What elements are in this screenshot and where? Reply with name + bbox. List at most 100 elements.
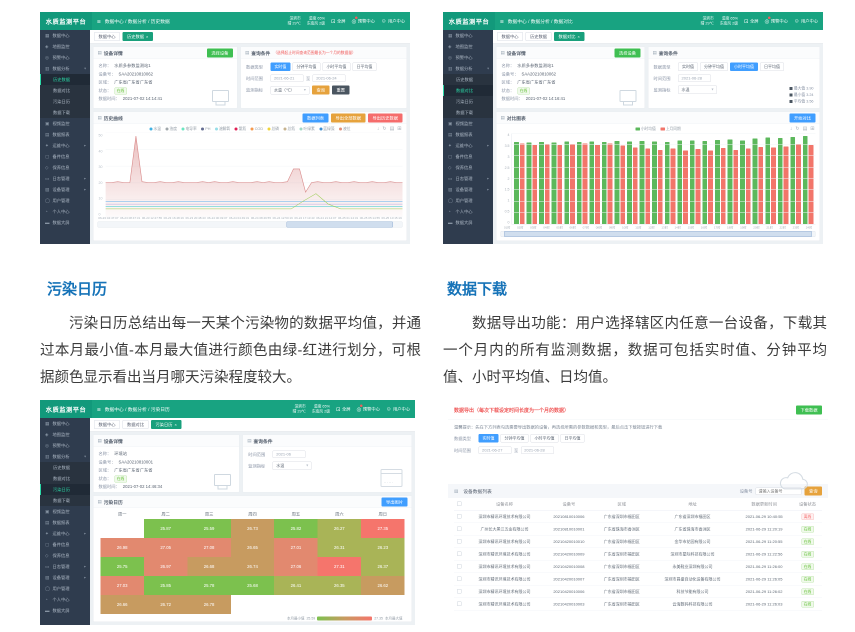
row-checkbox[interactable] <box>457 551 462 556</box>
legend-item-浊度[interactable]: 浊度 <box>165 126 177 132</box>
download-icon[interactable]: ↓ <box>789 126 793 132</box>
data-type-option-小时平均值[interactable]: 小时平均值 <box>322 62 351 71</box>
legend-item-叶绿素[interactable]: 叶绿素 <box>299 126 315 132</box>
legend-item-电导率[interactable]: 电导率 <box>181 126 197 132</box>
row-checkbox[interactable] <box>457 588 462 594</box>
hamburger-icon[interactable]: ≡ <box>97 17 101 25</box>
sidebar-item-数据分析[interactable]: ▥ 数据分析 ▾ <box>40 451 90 462</box>
data-type-option-实时值[interactable]: 实时值 <box>678 62 699 71</box>
legend-item-蓝绿藻[interactable]: 蓝绿藻 <box>319 126 335 132</box>
row-checkbox[interactable] <box>457 513 462 519</box>
sidebar-item-数据大屏[interactable]: ▬ 数据大屏 <box>40 605 90 616</box>
indicator-select[interactable]: 水温（℃） ▾ <box>270 85 310 95</box>
sidebar-item-数据分析[interactable]: ▥ 数据分析 ▾ <box>40 63 90 74</box>
date-input[interactable]: 2021-06-28 <box>678 74 712 82</box>
select-device-button[interactable]: 选择设备 <box>614 48 641 58</box>
fullscreen-button[interactable]: ⊡ 全屏 <box>744 18 759 24</box>
sidebar-item-用户管理[interactable]: ◯ 用户管理 <box>40 195 90 206</box>
row-checkbox[interactable] <box>457 526 462 531</box>
legend-item-总氮[interactable]: 总氮 <box>283 126 295 132</box>
row-checkbox[interactable] <box>457 563 462 569</box>
datazoom-slider[interactable] <box>500 231 816 237</box>
chart-button-导出历史数据[interactable]: 导出历史数据 <box>367 113 403 123</box>
sidebar-item-数据报表[interactable]: ▤ 数据报表 <box>443 129 493 140</box>
legend-item-总磷[interactable]: 总磷 <box>267 126 279 132</box>
indicator-select[interactable]: 水温 ▾ <box>272 461 312 470</box>
data-type-option-小时平均值[interactable]: 小时平均值 <box>530 434 559 443</box>
sidebar-item-用户管理[interactable]: ◯ 用户管理 <box>40 583 90 594</box>
sidebar-subitem-数据下载[interactable]: 数据下载 <box>443 107 493 118</box>
tab-数据中心[interactable]: 数据中心 <box>94 420 121 429</box>
tab-污染日历[interactable]: 污染日历 × <box>151 420 182 429</box>
restore-icon[interactable]: ↻ <box>382 126 387 132</box>
sidebar-item-运维中心[interactable]: ✦ 运维中心 ▸ <box>443 140 493 151</box>
datazoom-slider[interactable] <box>97 221 403 228</box>
sidebar-item-保养信息[interactable]: ◇ 保养信息 <box>40 550 90 561</box>
sidebar-subitem-历史数据[interactable]: 历史数据 <box>40 74 90 85</box>
sidebar-item-数据中心[interactable]: ▦ 数据中心 <box>40 30 90 41</box>
tab-close-icon[interactable]: × <box>577 34 580 39</box>
legend-item-水温[interactable]: 水温 <box>149 126 161 132</box>
sidebar-item-数据分析[interactable]: ▥ 数据分析 ▾ <box>443 63 493 74</box>
data-view-icon[interactable]: ▤ <box>389 126 395 132</box>
row-checkbox[interactable] <box>457 538 462 544</box>
tab-数据对比[interactable]: 数据对比 <box>122 420 149 429</box>
chart-button-导出全部数据[interactable]: 导出全部数据 <box>330 113 366 123</box>
sidebar-item-数据报表[interactable]: ▤ 数据报表 <box>40 129 90 140</box>
device-sn-input[interactable] <box>755 487 802 495</box>
sidebar-item-运维中心[interactable]: ✦ 运维中心 ▸ <box>40 528 90 539</box>
sidebar-item-保养信息[interactable]: ◇ 保养信息 <box>40 162 90 173</box>
datazoom-window[interactable] <box>286 221 393 228</box>
sidebar-item-数据大屏[interactable]: ▬ 数据大屏 <box>443 217 493 228</box>
export-image-button[interactable]: 导出图片 <box>381 497 408 507</box>
list-search-button[interactable]: 查询 <box>804 486 822 496</box>
tab-数据中心[interactable]: 数据中心 <box>94 32 121 41</box>
sidebar-item-备件信息[interactable]: ▢ 备件信息 <box>40 539 90 550</box>
tab-close-icon[interactable]: × <box>174 422 177 427</box>
data-type-option-日平均值[interactable]: 日平均值 <box>760 62 785 71</box>
sidebar-item-预警中心[interactable]: ◎ 预警中心 <box>443 52 493 63</box>
row-checkbox[interactable] <box>457 576 462 581</box>
tab-历史数据[interactable]: 历史数据 <box>525 32 552 41</box>
sidebar-subitem-污染日历[interactable]: 污染日历 <box>443 96 493 107</box>
fullscreen-button[interactable]: ⊡ 全屏 <box>336 406 351 412</box>
sidebar-subitem-数据对比[interactable]: 数据对比 <box>443 85 493 96</box>
legend-item-上月同期[interactable]: 上月同期 <box>660 126 681 132</box>
sidebar-item-视频监控[interactable]: ▣ 视频监控 <box>443 118 493 129</box>
user-menu[interactable]: ☺ 用户中心 <box>381 18 405 24</box>
sidebar-item-数据报表[interactable]: ▤ 数据报表 <box>40 517 90 528</box>
sidebar-item-预警中心[interactable]: ◎ 预警中心 <box>40 52 90 63</box>
compare-button[interactable]: 开始对比 <box>789 113 816 123</box>
sidebar-subitem-数据对比[interactable]: 数据对比 <box>40 85 90 96</box>
sidebar-subitem-数据对比[interactable]: 数据对比 <box>40 473 90 484</box>
data-type-option-实时值[interactable]: 实时值 <box>270 62 291 71</box>
tab-数据对比[interactable]: 数据对比 × <box>554 32 585 41</box>
sidebar-item-个人中心[interactable]: ◔ 个人中心 <box>40 206 90 217</box>
sidebar-item-日志管理[interactable]: ▭ 日志管理 ▸ <box>443 173 493 184</box>
select-device-button[interactable]: 选择设备 <box>206 48 233 58</box>
restore-icon[interactable]: ↻ <box>795 126 800 132</box>
date-end-input[interactable]: 2021-06-28 <box>520 446 554 454</box>
sidebar-subitem-数据下载[interactable]: 数据下载 <box>40 495 90 506</box>
legend-item-氨氮[interactable]: 氨氮 <box>234 126 246 132</box>
sidebar-subitem-污染日历[interactable]: 污染日历 <box>40 484 90 495</box>
sidebar-item-日志管理[interactable]: ▭ 日志管理 ▸ <box>40 173 90 184</box>
sidebar-item-地图监控[interactable]: ◈ 地图监控 <box>40 429 90 440</box>
alerts-button[interactable]: ◎ 预警中心 <box>357 404 380 412</box>
user-menu[interactable]: ☺ 用户中心 <box>386 406 410 412</box>
alerts-button[interactable]: ◎ 预警中心 <box>765 16 788 24</box>
sidebar-item-保养信息[interactable]: ◇ 保养信息 <box>443 162 493 173</box>
zoom-icon[interactable]: ⊞ <box>810 126 815 132</box>
tab-历史数据[interactable]: 历史数据 × <box>122 32 153 41</box>
sidebar-item-数据中心[interactable]: ▦ 数据中心 <box>40 418 90 429</box>
fullscreen-button[interactable]: ⊡ 全屏 <box>331 18 346 24</box>
sidebar-item-设备管理[interactable]: ▧ 设备管理 ▸ <box>40 572 90 583</box>
data-type-option-日平均值[interactable]: 日平均值 <box>352 62 377 71</box>
data-type-option-小时平均值[interactable]: 小时平均值 <box>730 62 759 71</box>
tab-close-icon[interactable]: × <box>146 34 149 39</box>
sidebar-subitem-历史数据[interactable]: 历史数据 <box>40 462 90 473</box>
sidebar-item-设备管理[interactable]: ▧ 设备管理 ▸ <box>40 184 90 195</box>
sidebar-item-日志管理[interactable]: ▭ 日志管理 ▸ <box>40 561 90 572</box>
legend-item-COD[interactable]: COD <box>250 126 263 132</box>
hamburger-icon[interactable]: ≡ <box>97 405 101 413</box>
